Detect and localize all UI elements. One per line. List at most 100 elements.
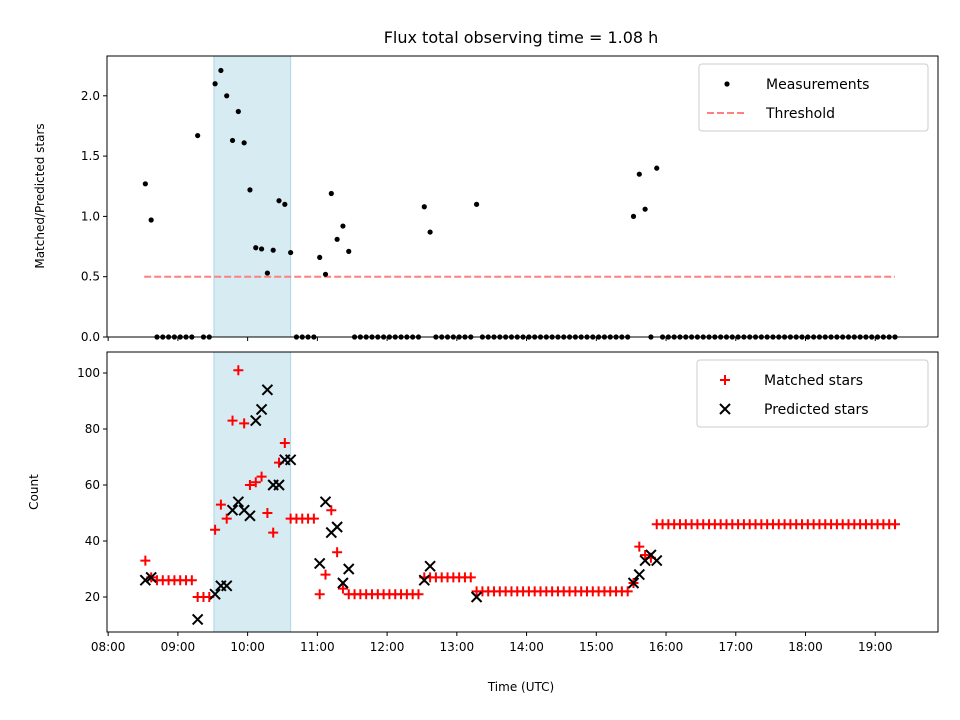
matched-stars-point: [239, 418, 250, 429]
matched-stars-point: [640, 550, 651, 560]
x-tick-label: 10:00: [230, 640, 265, 654]
ratio-panel: Matched/Predicted stars 0.0 0.5 1.0 1.5 2.0 M…: [33, 55, 939, 344]
x-axis-label: Time (UTC): [487, 680, 554, 694]
measurement-point: [148, 217, 154, 223]
predicted-stars-point: [273, 479, 285, 491]
matched-stars-point: [268, 527, 279, 538]
measurement-point: [195, 132, 201, 139]
bottom-y-axis-label: Count: [27, 474, 41, 510]
measurement-point: [288, 249, 294, 256]
legend-label: Predicted stars: [764, 402, 869, 418]
predicted-stars-point: [191, 613, 204, 626]
measurement-point: [317, 254, 323, 261]
matched-stars-point: [221, 513, 232, 524]
legend-box: [696, 359, 929, 428]
predicted-stars-point: [284, 454, 297, 466]
measurement-point: [276, 198, 282, 204]
predicted-stars-point: [226, 504, 239, 516]
counts-panel: Count 20 40 60 80 100 08:00 09:00 10:00 11:00 12:…: [27, 351, 939, 654]
measurement-point: [642, 206, 648, 212]
y-tick-label: 80: [85, 422, 100, 436]
x-tick-label: 11:00: [300, 640, 335, 654]
measurement-point: [340, 223, 346, 229]
measurement-point: [346, 248, 352, 254]
matched-stars-point: [227, 415, 238, 426]
predicted-stars-point: [209, 588, 221, 600]
measurement-point: [235, 108, 241, 115]
measurement-point: [224, 93, 230, 99]
predicted-stars-point: [418, 574, 430, 586]
x-tick-label: 18:00: [788, 640, 823, 654]
measurement-point: [218, 67, 224, 74]
legend-entry: Matched stars: [720, 373, 863, 389]
matched-stars-point: [186, 575, 197, 586]
predicted-stars-point: [719, 403, 731, 415]
measurement-point: [334, 236, 340, 242]
measurement-point: [247, 187, 253, 193]
predicted-stars-point: [633, 568, 646, 581]
x-tick-label: 19:00: [858, 640, 893, 654]
matched-stars-point: [320, 569, 331, 580]
y-tick-label: 1.5: [81, 149, 100, 163]
predicted-stars-point: [232, 496, 245, 508]
legend-label: Threshold: [765, 106, 835, 122]
predicted-stars-point: [319, 496, 332, 508]
matched-stars-point: [210, 524, 221, 535]
matched-stars-point: [314, 589, 325, 600]
y-tick-label: 1.0: [81, 209, 100, 223]
series-predicted-stars: [139, 384, 663, 626]
x-tick-label: 16:00: [649, 640, 684, 654]
y-tick-label: 2.0: [81, 89, 100, 103]
matched-stars-point: [634, 541, 645, 552]
matched-stars-point: [140, 555, 151, 566]
predicted-stars-point: [145, 571, 157, 584]
predicted-stars-point: [244, 510, 256, 522]
matched-stars-point: [215, 499, 226, 510]
x-tick-label: 13:00: [440, 640, 475, 654]
x-tick-label: 15:00: [579, 640, 614, 654]
measurement-point: [724, 81, 730, 87]
predicted-stars-point: [337, 577, 349, 589]
measurement-point: [421, 204, 427, 210]
legend: Measurements Threshold: [698, 63, 929, 132]
predicted-stars-point: [250, 414, 262, 427]
matched-stars-point: [720, 375, 730, 385]
matched-stars-point: [332, 547, 343, 558]
matched-stars-point: [622, 586, 633, 597]
measurement-point: [328, 190, 334, 197]
x-tick-label: 09:00: [161, 640, 196, 654]
series-matched-stars: [140, 365, 900, 602]
predicted-stars-point: [313, 557, 326, 570]
matched-stars-point: [465, 572, 476, 583]
legend-label: Matched stars: [764, 373, 863, 389]
y-tick-label: 60: [85, 478, 100, 492]
measurement-point: [253, 245, 259, 251]
predicted-stars-point: [255, 403, 268, 416]
measurement-point: [473, 201, 480, 207]
shaded-interval: [213, 55, 292, 338]
matched-stars-point: [413, 589, 424, 600]
measurement-point: [241, 140, 247, 146]
measurement-point: [258, 246, 265, 252]
matched-stars-point: [326, 505, 337, 516]
measurement-point: [636, 171, 642, 177]
x-tick-label: 12:00: [370, 640, 405, 654]
legend: Matched stars Predicted stars: [696, 359, 929, 428]
y-tick-label: 0.5: [81, 270, 100, 284]
legend-entry: Predicted stars: [719, 402, 869, 418]
measurement-point: [142, 181, 148, 187]
measurement-point: [264, 270, 270, 276]
y-tick-label: 40: [85, 534, 100, 548]
top-y-axis-label: Matched/Predicted stars: [33, 123, 47, 268]
measurement-point: [229, 137, 236, 144]
x-tick-label: 08:00: [91, 640, 126, 654]
matched-stars-point: [889, 519, 900, 530]
x-tick-label: 17:00: [718, 640, 753, 654]
predicted-stars-point: [261, 384, 274, 396]
axes-frame: [106, 55, 939, 338]
measurement-point: [212, 81, 218, 87]
predicted-stars-point: [331, 521, 343, 533]
measurement-point: [427, 229, 433, 235]
matched-stars-point: [256, 471, 267, 482]
